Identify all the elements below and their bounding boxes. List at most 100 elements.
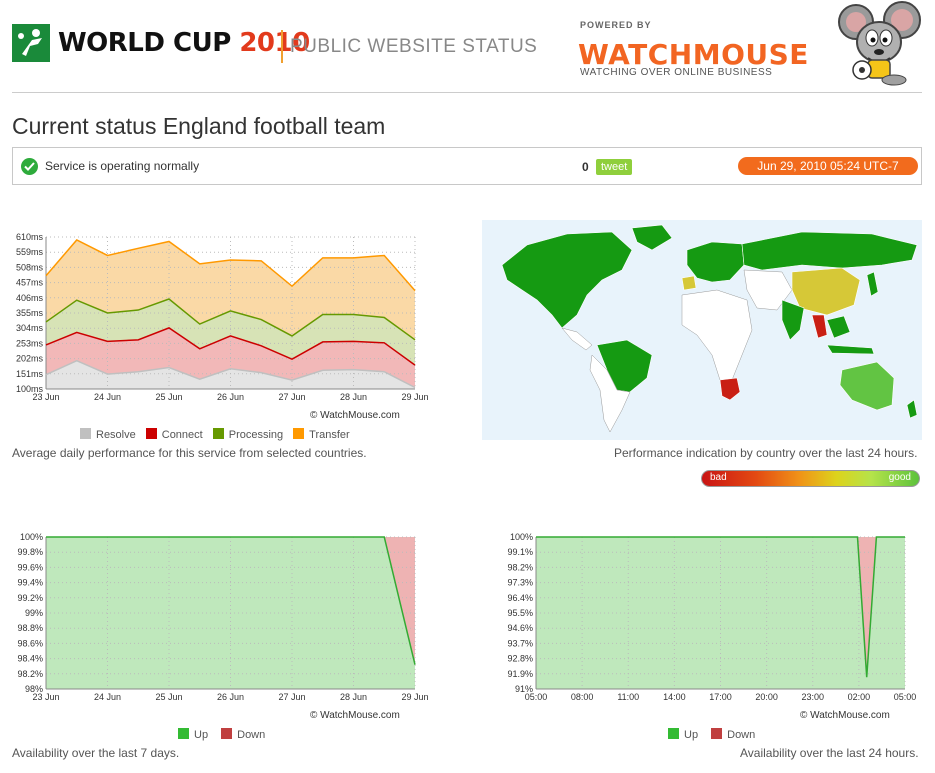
series-line-connect [45,327,416,366]
map-region-japan [866,271,879,297]
y-tick-label: 406ms [16,293,44,303]
up-line [46,536,416,665]
chart-credit: © WatchMouse.com [800,710,890,721]
x-tick-label: 14:00 [663,692,686,702]
page-title: Current status England football team [12,113,386,139]
header: WORLD CUP 2010 PUBLIC WEBSITE STATUS POW… [0,0,935,93]
map-region-africa [681,289,753,381]
tweet-button[interactable]: tweet [596,159,633,175]
y-tick-label: 253ms [16,338,44,348]
map-region-central-america [561,327,593,351]
y-tick-label: 99.8% [17,547,43,557]
map-region-indonesia [826,344,875,355]
x-tick-label: 24 Jun [94,392,121,402]
title-separator [281,30,283,63]
y-tick-label: 94.6% [507,623,533,633]
y-tick-label: 98.4% [17,654,43,664]
x-tick-label: 20:00 [755,692,778,702]
world-performance-map [482,220,922,440]
header-divider [12,92,922,93]
x-tick-label: 29 Jun [401,692,428,702]
map-region-middle-east [743,269,793,311]
y-tick-label: 99.2% [17,593,43,603]
mouse-mascot-icon [838,1,921,86]
y-tick-label: 91% [515,684,533,694]
x-tick-label: 05:00 [525,692,548,702]
availability-day-legend: Up Down [668,728,765,741]
x-tick-label: 11:00 [617,692,639,702]
x-tick-label: 26 Jun [217,692,244,702]
availability-week-legend: Up Down [178,728,275,741]
public-status-label: PUBLIC WEBSITE STATUS [290,36,538,57]
y-tick-label: 202ms [16,354,44,364]
x-tick-label: 29 Jun [401,392,428,402]
chart-credit: © WatchMouse.com [310,410,400,421]
availability-week-caption: Availability over the last 7 days. [12,746,180,760]
world-cup-title: WORLD CUP 2010 [58,28,310,58]
y-tick-label: 92.8% [507,654,533,664]
x-tick-label: 24 Jun [94,692,121,702]
legend-item-resolve: Resolve [80,428,136,441]
map-region-iberia [681,275,697,291]
y-tick-label: 97.3% [507,578,533,588]
watchmouse-tagline: WATCHING OVER ONLINE BUSINESS [580,67,773,78]
availability-day-caption: Availability over the last 24 hours. [740,746,919,760]
y-tick-label: 99.4% [17,578,43,588]
performance-caption: Average daily performance for this servi… [12,446,367,460]
series-line-resolve [45,359,416,389]
chart-credit: © WatchMouse.com [310,710,400,721]
y-tick-label: 93.7% [507,638,533,648]
availability-week-chart: 100% 99.8% 99.6% 99.4% 99.2% 99% 98.8% 98.6% 98.… [17,532,428,702]
y-tick-label: 355ms [16,308,44,318]
world-cup-logo [12,24,50,62]
scale-good-label: good [888,472,911,483]
performance-scale-bar: bad good [701,470,920,487]
y-tick-label: 99.6% [17,562,43,572]
y-tick-label: 559ms [16,247,44,257]
x-tick-label: 17:00 [709,692,732,702]
x-tick-label: 23 Jun [32,392,59,402]
map-region-south-africa [719,377,741,401]
legend-item-connect: Connect [145,428,203,441]
y-tick-label: 96.4% [507,593,533,603]
watchmouse-logo[interactable]: WATCHMOUSE [578,38,809,71]
status-message: Service is operating normally [45,159,200,173]
y-tick-label: 100ms [16,384,44,394]
performance-chart: 610ms 559ms 508ms 457ms 406ms 355ms 304ms 253ms… [16,232,429,402]
x-tick-label: 28 Jun [340,392,367,402]
x-tick-label: 23:00 [801,692,824,702]
y-tick-label: 304ms [16,323,44,333]
check-circle-icon [21,158,38,175]
series-line-transfer [45,239,416,292]
y-tick-label: 99.1% [507,547,533,557]
legend-item-processing: Processing [212,428,283,441]
y-tick-label: 91.9% [507,669,533,679]
map-region-south-america-other [589,354,631,433]
area-resolve [46,360,415,389]
map-region-russia [741,231,918,271]
y-tick-label: 508ms [16,262,44,272]
y-tick-label: 100% [510,532,533,542]
x-tick-label: 08:00 [571,692,594,702]
y-tick-label: 98.8% [17,623,43,633]
y-tick-label: 98% [25,684,43,694]
y-tick-label: 98.2% [17,669,43,679]
x-tick-label: 28 Jun [340,692,367,702]
map-region-india [781,299,805,341]
map-region-europe [686,241,745,283]
y-tick-label: 95.5% [507,608,533,618]
x-tick-label: 25 Jun [155,392,182,402]
status-bar: Service is operating normally 0 tweet Ju… [12,147,922,185]
x-tick-label: 25 Jun [155,692,182,702]
x-tick-label: 05:00 [894,692,917,702]
map-region-greenland [631,224,673,251]
powered-by-label: POWERED BY [580,20,652,30]
y-tick-label: 100% [20,532,43,542]
y-tick-label: 151ms [16,369,44,379]
map-region-north-america [501,231,633,329]
scale-bad-label: bad [710,472,727,483]
legend-down: Down [727,729,756,741]
legend-up: Up [684,729,699,741]
map-region-se-asia [826,315,851,339]
availability-day-chart: 100% 99.1% 98.2% 97.3% 96.4% 95.5% 94.6% 93.7% 9… [507,532,917,702]
